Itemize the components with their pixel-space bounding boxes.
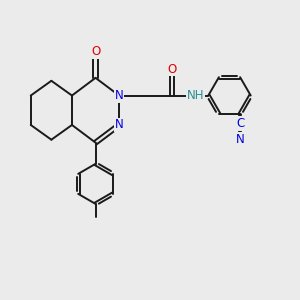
Text: O: O bbox=[167, 62, 177, 76]
Text: O: O bbox=[91, 45, 100, 58]
Text: C: C bbox=[236, 117, 244, 130]
Text: N: N bbox=[115, 118, 124, 131]
Text: N: N bbox=[236, 133, 244, 146]
Text: NH: NH bbox=[187, 89, 204, 102]
Text: N: N bbox=[115, 89, 124, 102]
